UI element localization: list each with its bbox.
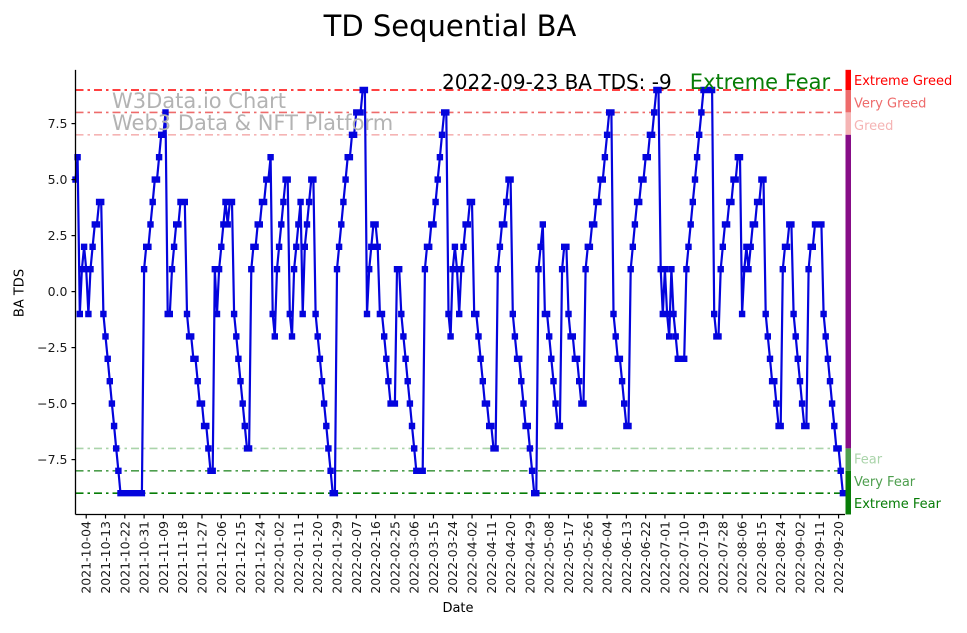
- x-tick-label: 2022-06-13: [619, 521, 634, 594]
- zone-label: Greed: [854, 119, 893, 134]
- x-tick-label: 2022-04-29: [522, 521, 537, 594]
- x-tick-label: 2022-05-17: [561, 521, 576, 594]
- watermark: W3Data.io Chart Web3 Data & NFT Platform: [112, 90, 393, 134]
- x-tick-label: 2021-12-06: [214, 521, 229, 594]
- y-tick-label: 7.5: [48, 116, 68, 131]
- zone-label: Very Fear: [854, 475, 916, 490]
- latest-value-annotation: 2022-09-23 BA TDS: -9 Extreme Fear: [442, 70, 830, 94]
- x-tick-label: 2022-07-19: [696, 521, 711, 594]
- x-tick-label: 2022-07-10: [677, 521, 692, 594]
- x-tick-label: 2022-08-06: [735, 521, 750, 594]
- zone-label: Extreme Fear: [854, 497, 942, 512]
- x-tick-label: 2022-01-29: [330, 521, 345, 594]
- x-tick-label: 2022-09-02: [793, 521, 808, 594]
- x-tick-label: 2021-10-31: [137, 521, 152, 594]
- x-tick-label: 2022-04-02: [465, 521, 480, 594]
- x-tick-label: 2022-09-20: [831, 521, 846, 594]
- x-tick-label: 2021-12-15: [233, 521, 248, 594]
- latest-value-text: 2022-09-23 BA TDS: -9: [442, 70, 672, 94]
- chart-title: TD Sequential BA: [323, 9, 577, 43]
- x-tick-label: 2022-03-24: [445, 521, 460, 594]
- threshold-lines: [75, 89, 845, 495]
- x-tick-label: 2022-04-20: [503, 521, 518, 594]
- y-tick-label: 0.0: [48, 284, 68, 299]
- x-tick-label: 2021-10-22: [117, 521, 132, 594]
- x-tick-label: 2021-10-13: [98, 521, 113, 594]
- sentiment-status-label: Extreme Fear: [689, 70, 831, 94]
- td-sequential-series: [72, 86, 849, 497]
- x-tick-label: 2022-08-24: [773, 521, 788, 594]
- x-tick-label: 2022-04-11: [484, 521, 499, 594]
- zone-label: Extreme Greed: [854, 74, 952, 89]
- x-tick-label: 2021-12-24: [252, 521, 267, 594]
- x-tick-label: 2022-06-22: [638, 521, 653, 594]
- x-tick-label: 2022-02-25: [387, 521, 402, 594]
- x-tick-label: 2022-01-02: [272, 521, 287, 594]
- zone-label: Very Greed: [854, 96, 926, 111]
- y-axis-title: BA TDS: [12, 268, 28, 318]
- sentiment-zone-bar: [845, 69, 851, 515]
- y-tick-label: 2.5: [48, 228, 68, 243]
- x-tick-label: 2022-07-01: [657, 521, 672, 594]
- zone-labels: Extreme Greed Very Greed Greed Fear Very Fea…: [854, 74, 952, 512]
- x-tick-label: 2022-02-16: [368, 521, 383, 594]
- x-tick-label: 2022-03-15: [426, 521, 441, 594]
- x-tick-label: 2022-09-11: [812, 521, 827, 594]
- y-tick-label: −7.5: [37, 452, 67, 467]
- zone-label: Fear: [854, 452, 883, 467]
- axes: 7.5 5.0 2.5 0.0 −2.5 −5.0 −7.5 2021-10-04 2021-1…: [37, 69, 846, 594]
- y-tick-label: −5.0: [37, 396, 67, 411]
- x-tick-label: 2022-06-04: [600, 521, 615, 594]
- x-tick-label: 2022-05-26: [580, 521, 595, 594]
- x-tick-label: 2021-10-04: [79, 521, 94, 594]
- watermark-line-1: W3Data.io Chart: [112, 89, 287, 113]
- x-tick-label: 2022-01-20: [310, 521, 325, 594]
- x-tick-label: 2022-05-08: [542, 521, 557, 594]
- x-axis-title: Date: [442, 601, 474, 616]
- x-tick-label: 2022-08-15: [754, 521, 769, 594]
- x-tick-label: 2022-07-28: [715, 521, 730, 594]
- y-tick-label: 5.0: [48, 172, 68, 187]
- y-tick-label: −2.5: [37, 340, 67, 355]
- x-tick-label: 2022-01-11: [291, 521, 306, 594]
- x-tick-label: 2022-03-06: [407, 521, 422, 594]
- x-tick-label: 2022-02-07: [349, 521, 364, 594]
- x-tick-label: 2021-11-27: [195, 521, 210, 594]
- x-tick-label: 2021-11-18: [175, 521, 190, 594]
- x-tick-label: 2021-11-09: [156, 521, 171, 594]
- watermark-line-2: Web3 Data & NFT Platform: [112, 111, 394, 135]
